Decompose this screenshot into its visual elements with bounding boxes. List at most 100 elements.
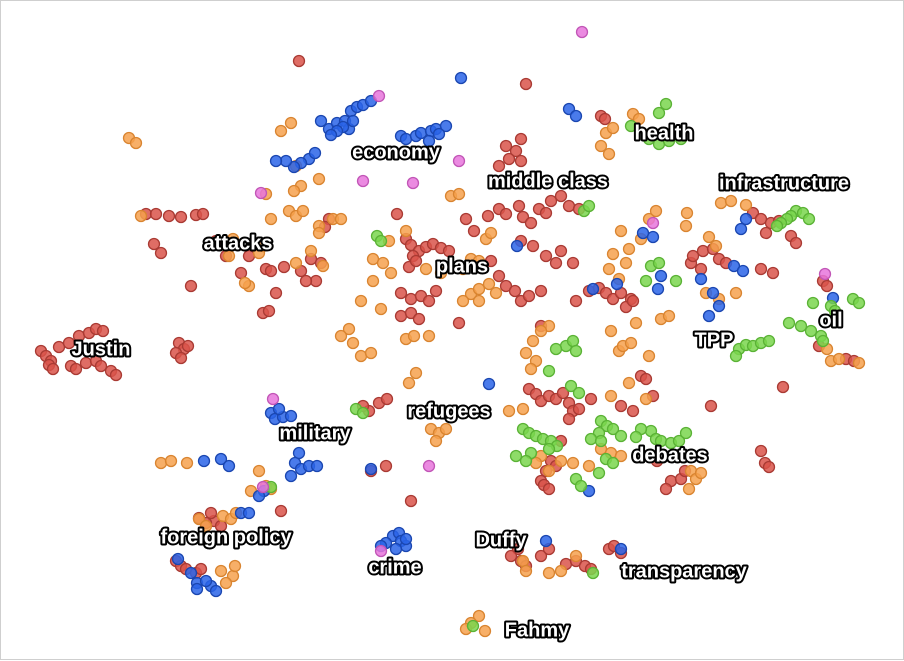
point-orange-148 xyxy=(702,230,716,244)
topic-label-crime: crime xyxy=(368,556,421,578)
point-orange-149 xyxy=(709,239,723,253)
point-green-60 xyxy=(584,432,598,446)
point-red-92 xyxy=(626,294,640,308)
point-red-81 xyxy=(412,312,426,326)
point-orange-26 xyxy=(238,276,252,290)
point-green-40 xyxy=(569,344,583,358)
topic-label-attacks: attacks xyxy=(204,232,273,254)
point-red-47 xyxy=(459,212,473,226)
point-red-117 xyxy=(380,392,394,406)
point-blue-52 xyxy=(292,446,306,460)
point-blue-35 xyxy=(651,282,665,296)
point-blue-72 xyxy=(399,532,413,546)
topic-label-economy: economy xyxy=(352,141,441,163)
point-blue-17 xyxy=(287,160,301,174)
point-red-163 xyxy=(650,454,664,468)
point-orange-136 xyxy=(519,564,533,578)
point-orange-109 xyxy=(252,464,266,478)
point-pink-11 xyxy=(256,480,270,494)
point-orange-28 xyxy=(256,239,270,253)
point-orange-91 xyxy=(642,349,656,363)
point-orange-108 xyxy=(180,456,194,470)
point-red-115 xyxy=(181,339,195,353)
topic-label-foreign-policy: foreign policy xyxy=(160,526,292,548)
point-red-75 xyxy=(404,292,418,306)
labels-layer: economy health middle class infrastructure a… xyxy=(70,120,851,643)
point-orange-43 xyxy=(472,254,486,268)
point-orange-124 xyxy=(694,466,708,480)
point-red-158 xyxy=(704,399,718,413)
point-orange-117 xyxy=(566,456,580,470)
point-blue-32 xyxy=(636,226,650,240)
point-pink-8 xyxy=(266,392,280,406)
point-blue-59 xyxy=(214,452,228,466)
point-blue-36 xyxy=(654,269,668,283)
point-red-64 xyxy=(554,244,568,258)
point-red-105 xyxy=(69,362,83,376)
point-orange-57 xyxy=(739,198,753,212)
point-red-77 xyxy=(422,294,436,308)
point-green-51 xyxy=(542,442,556,456)
point-red-62 xyxy=(539,249,553,263)
point-green-57 xyxy=(606,422,620,436)
point-pink-3 xyxy=(406,176,420,190)
point-blue-27 xyxy=(432,127,446,141)
point-blue-19 xyxy=(269,154,283,168)
point-blue-81 xyxy=(614,542,628,556)
point-pink-6 xyxy=(646,216,660,230)
point-orange-72 xyxy=(354,349,368,363)
point-orange-48 xyxy=(602,262,616,276)
point-orange-45 xyxy=(622,242,636,256)
point-red-151 xyxy=(766,266,780,280)
point-orange-147 xyxy=(852,356,866,370)
point-orange-81 xyxy=(534,324,548,338)
point-orange-83 xyxy=(519,346,533,360)
point-red-26 xyxy=(269,286,283,300)
point-green-69 xyxy=(679,426,693,440)
point-blue-30 xyxy=(569,109,583,123)
point-orange-138 xyxy=(554,564,568,578)
point-blue-60 xyxy=(222,459,236,473)
point-red-12 xyxy=(162,209,176,223)
point-orange-71 xyxy=(346,336,360,350)
point-green-8 xyxy=(652,256,666,270)
point-orange-76 xyxy=(422,329,436,343)
point-red-57 xyxy=(544,194,558,208)
point-red-51 xyxy=(499,207,513,221)
point-red-161 xyxy=(762,460,776,474)
topic-label-duffy: Duffy xyxy=(475,529,527,551)
point-blue-74 xyxy=(184,566,198,580)
point-orange-60 xyxy=(384,266,398,280)
point-orange-93 xyxy=(662,309,676,323)
topic-label-plans: plans xyxy=(436,255,488,277)
point-orange-67 xyxy=(419,262,433,276)
point-blue-57 xyxy=(284,469,298,483)
point-orange-5 xyxy=(632,112,646,126)
point-red-6 xyxy=(509,144,523,158)
topic-label-health: health xyxy=(635,122,694,144)
point-orange-146 xyxy=(832,352,846,366)
topic-label-fahmy: Fahmy xyxy=(505,619,570,641)
point-orange-17 xyxy=(134,209,148,223)
point-red-132 xyxy=(639,372,653,386)
point-orange-99 xyxy=(622,376,636,390)
topic-label-transparency: transparency xyxy=(621,560,747,582)
point-orange-68 xyxy=(434,266,448,280)
point-green-21 xyxy=(374,234,388,248)
point-orange-127 xyxy=(199,519,213,533)
point-orange-73 xyxy=(364,346,378,360)
point-green-29 xyxy=(804,324,818,338)
point-blue-39 xyxy=(712,299,726,313)
point-blue-15 xyxy=(308,146,322,160)
point-blue-51 xyxy=(272,402,286,416)
point-red-103 xyxy=(96,324,110,338)
point-orange-58 xyxy=(366,274,380,288)
point-red-15 xyxy=(196,207,210,221)
point-blue-26 xyxy=(439,119,453,133)
point-orange-38 xyxy=(399,224,413,238)
point-orange-121 xyxy=(614,449,628,463)
point-red-138 xyxy=(686,249,700,263)
point-blue-46 xyxy=(482,377,496,391)
point-blue-58 xyxy=(197,454,211,468)
point-green-6 xyxy=(674,132,688,146)
